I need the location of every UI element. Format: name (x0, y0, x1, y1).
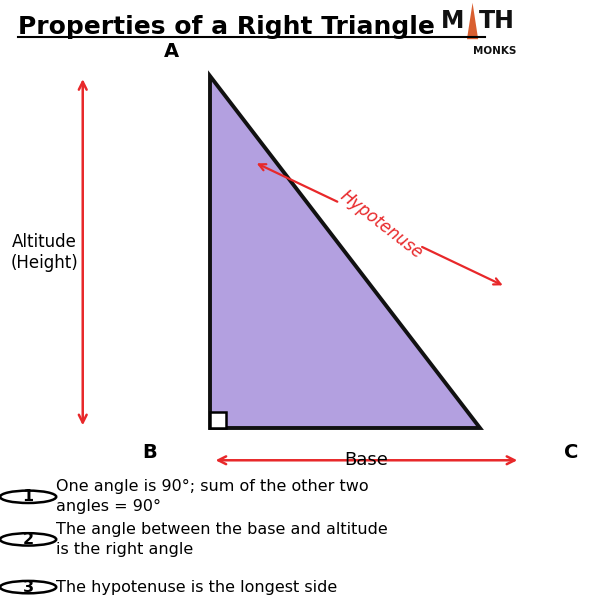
Bar (210, 412, 226, 428)
Text: 2: 2 (22, 532, 34, 547)
Text: Hypotenuse: Hypotenuse (336, 187, 426, 262)
Text: B: B (142, 443, 157, 462)
Text: A: A (164, 43, 179, 61)
Polygon shape (210, 76, 480, 428)
Text: 1: 1 (22, 490, 34, 504)
Text: 3: 3 (22, 580, 34, 595)
Text: Altitude
(Height): Altitude (Height) (11, 233, 78, 272)
Text: MONKS: MONKS (473, 46, 516, 56)
Text: One angle is 90°; sum of the other two
angles = 90°: One angle is 90°; sum of the other two a… (56, 479, 368, 514)
Text: M: M (441, 9, 465, 33)
Text: Base: Base (345, 451, 388, 469)
Text: TH: TH (479, 9, 515, 33)
Text: Properties of a Right Triangle: Properties of a Right Triangle (18, 15, 434, 39)
Text: The angle between the base and altitude
is the right angle: The angle between the base and altitude … (56, 522, 387, 557)
Polygon shape (467, 3, 478, 39)
Text: The hypotenuse is the longest side: The hypotenuse is the longest side (56, 580, 337, 595)
Text: C: C (564, 443, 579, 462)
